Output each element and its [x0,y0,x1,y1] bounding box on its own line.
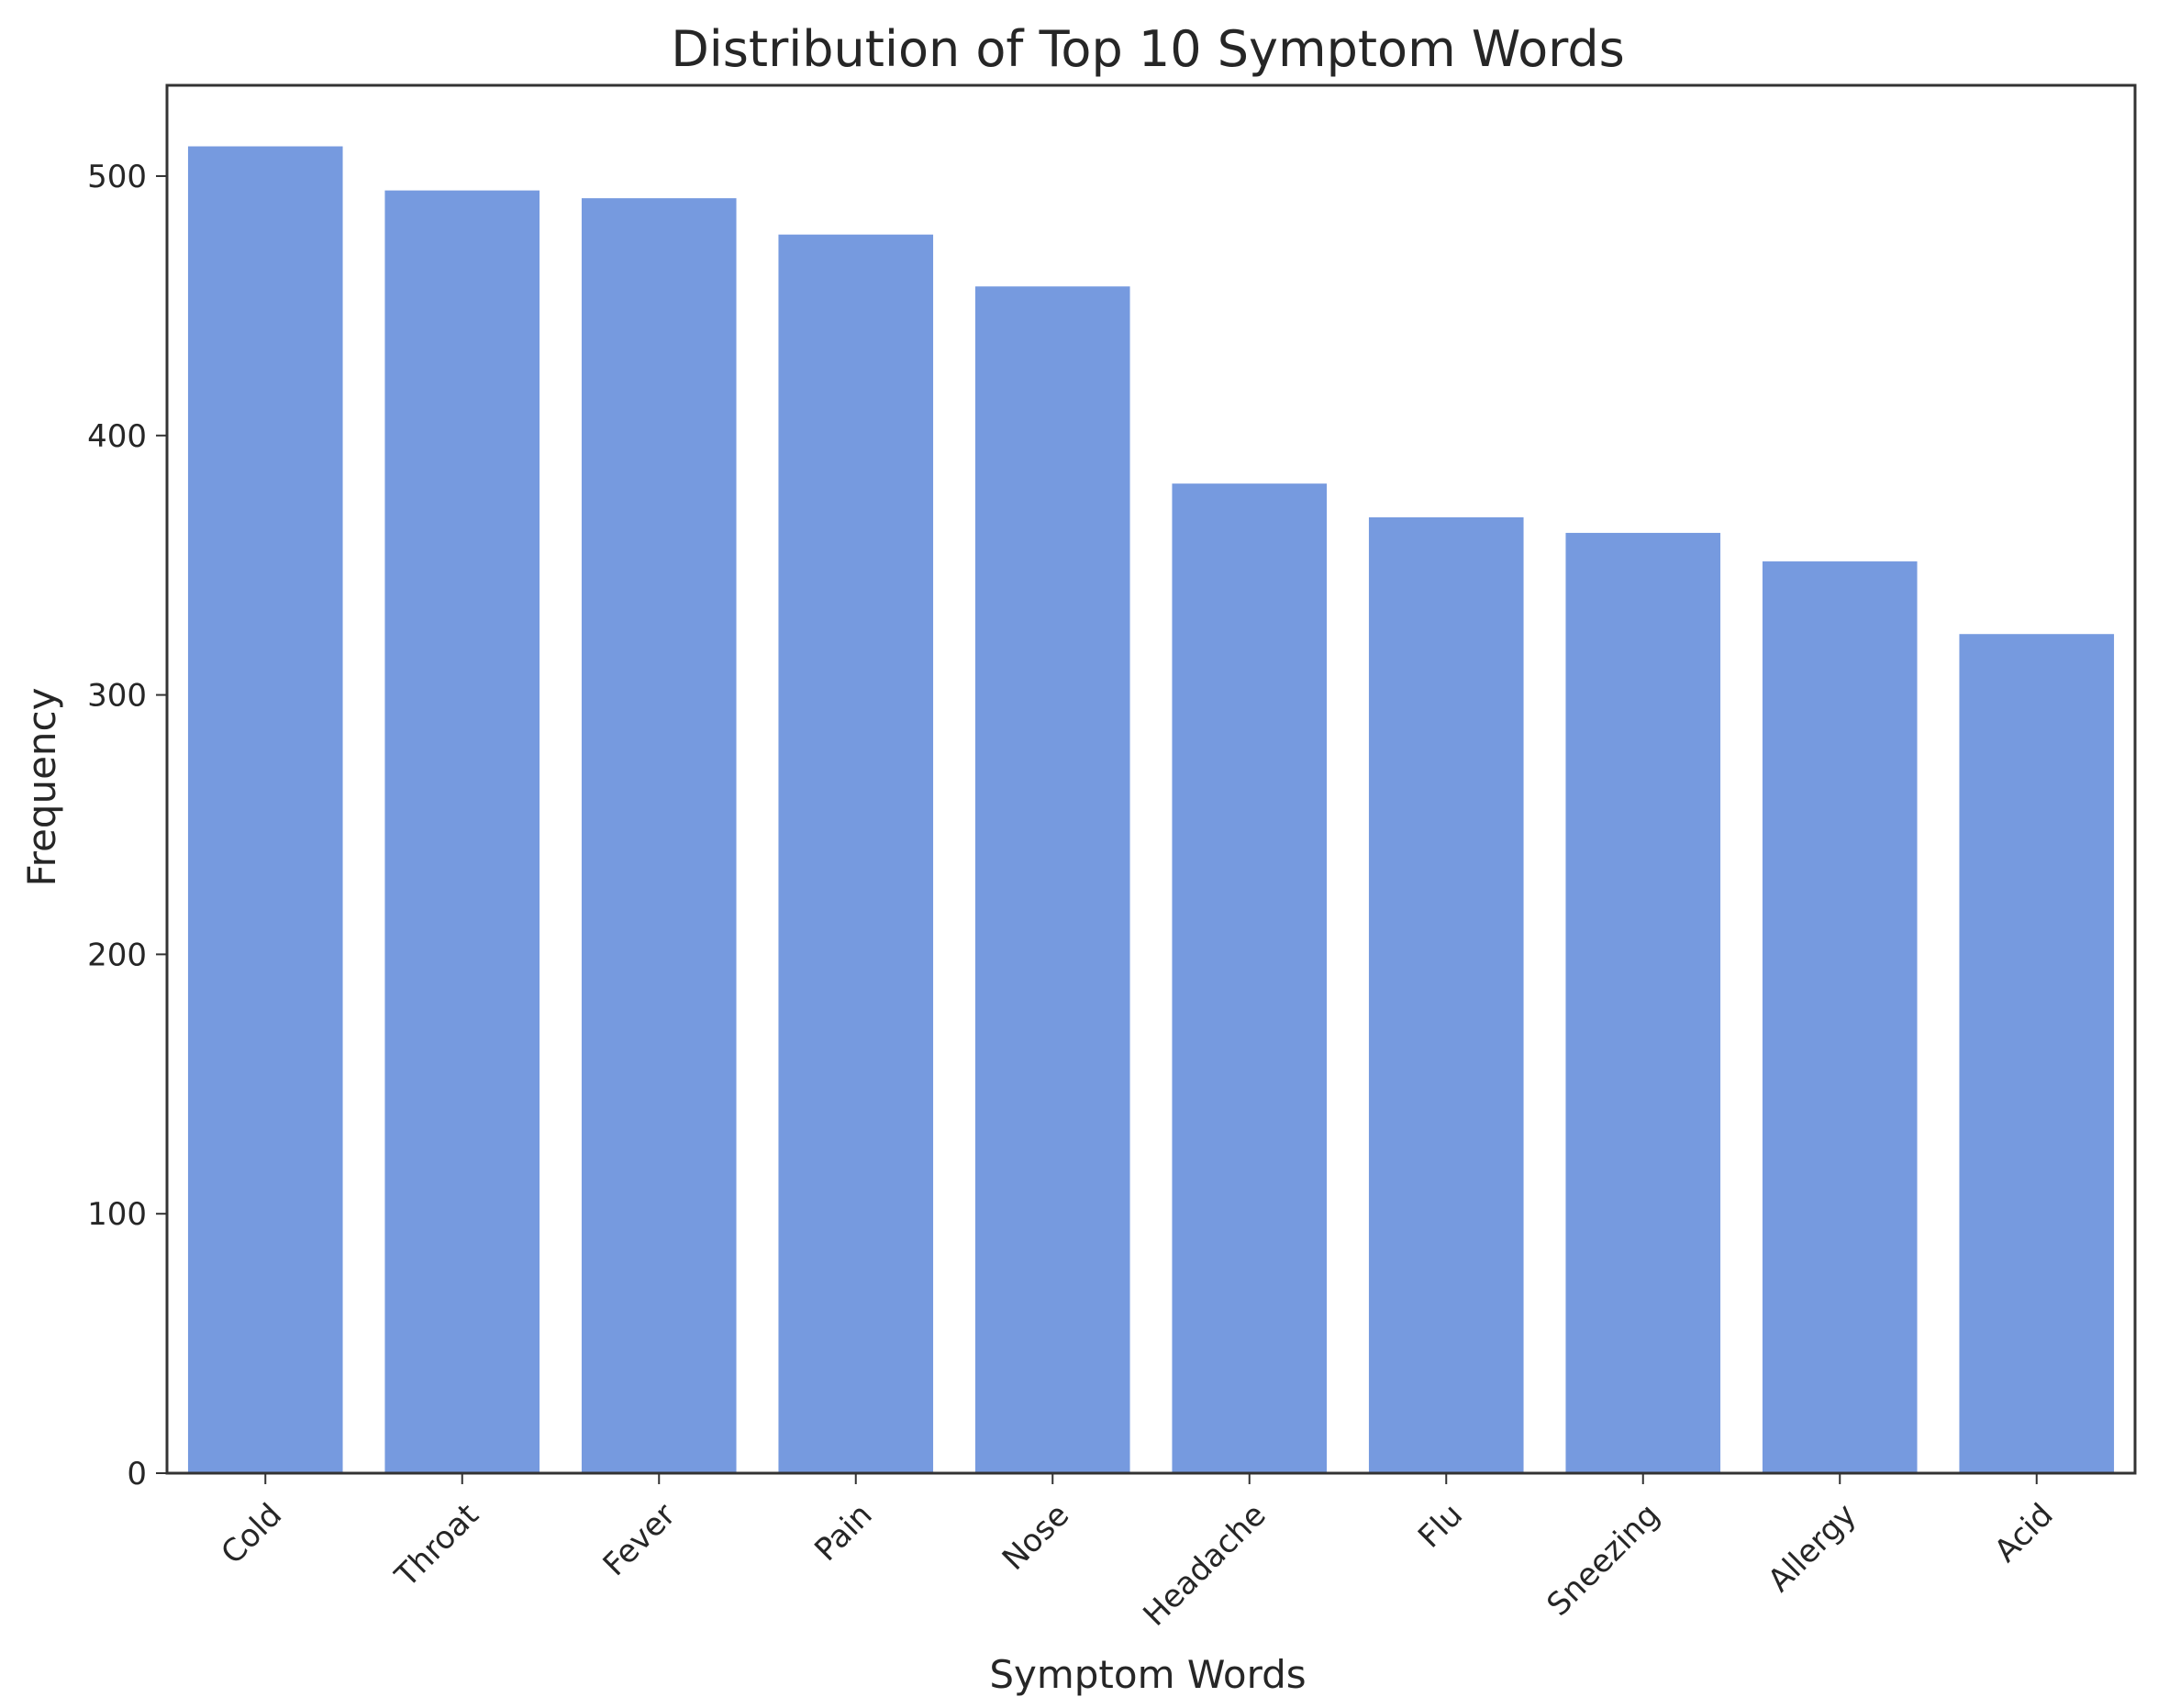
y-tick-label: 200 [87,937,147,973]
bars-group [184,143,2118,1475]
y-tick-label: 500 [87,159,147,195]
bar-nose [972,283,1133,1475]
x-tick-label: Pain [807,1497,879,1569]
x-tick-label: Sneezing [1540,1497,1666,1624]
chart-title: Distribution of Top 10 Symptom Words [671,20,1625,78]
x-tick-label: Headache [1137,1497,1274,1634]
y-tick-label: 0 [127,1456,147,1492]
x-axis-label: Symptom Words [989,1652,1306,1697]
y-axis: 0 100 200 300 400 500 [87,159,167,1492]
x-tick-label: Cold [214,1497,289,1572]
x-tick-label: Allergy [1761,1497,1863,1600]
bar-pain [775,231,937,1475]
x-tick-label: Fever [596,1497,684,1584]
bar-acid [1956,631,2118,1475]
x-axis: Cold Throat Fever Pain Nose Headache Flu Sneezi… [214,1473,2061,1634]
bar-fever [578,195,740,1475]
bar-headache [1169,481,1330,1475]
bar-allergy [1759,559,1920,1475]
y-tick-label: 400 [87,418,147,455]
bar-sneezing [1563,529,1724,1475]
bar-flu [1365,514,1527,1475]
y-axis-label: Frequency [19,688,64,887]
x-tick-label: Acid [1987,1497,2060,1569]
bar-throat [382,187,543,1475]
x-tick-label: Throat [387,1497,485,1595]
y-tick-label: 100 [87,1196,147,1233]
x-tick-label: Nose [996,1497,1076,1578]
x-tick-label: Flu [1411,1497,1470,1556]
plot-frame [165,83,2137,1475]
y-tick-label: 300 [87,678,147,715]
bar-cold [184,143,346,1475]
